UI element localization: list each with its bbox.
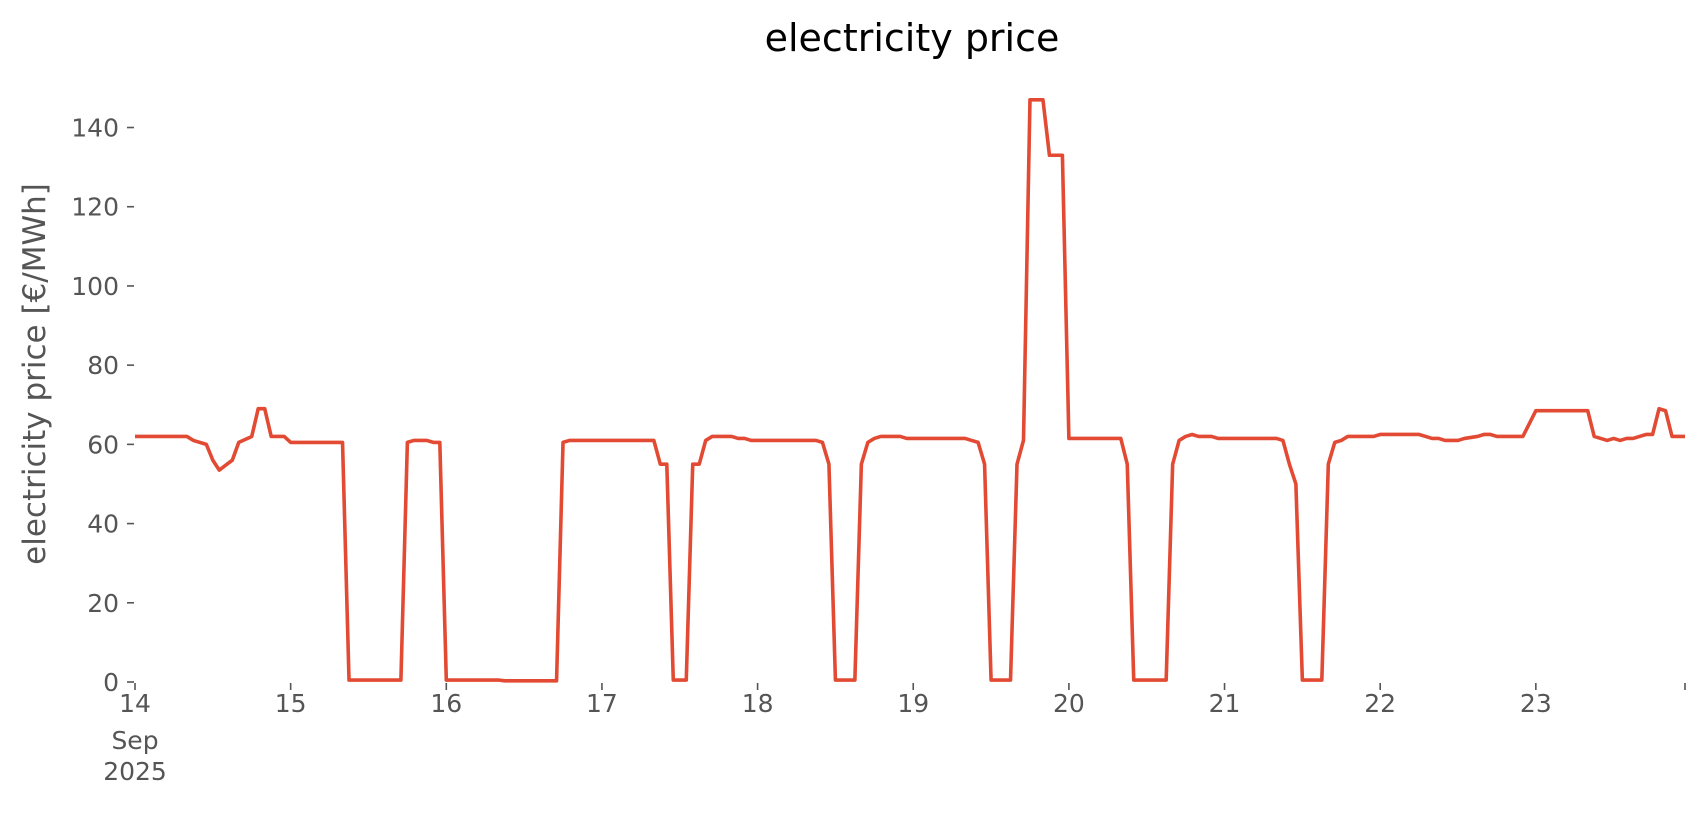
series-layer bbox=[135, 98, 1685, 683]
y-tick-label: 120 bbox=[71, 193, 119, 222]
x-tick-label: 15 bbox=[275, 689, 307, 718]
price-series-line bbox=[135, 98, 1685, 683]
y-tick-label: 20 bbox=[87, 589, 119, 618]
chart-title: electricity price bbox=[765, 16, 1060, 60]
x-tick-label: 20 bbox=[1053, 689, 1085, 718]
x-tick-sublabel: 2025 bbox=[103, 757, 167, 786]
y-tick-label: 0 bbox=[103, 668, 119, 697]
x-tick-label: 21 bbox=[1209, 689, 1241, 718]
x-tick-label: 18 bbox=[742, 689, 774, 718]
x-tick-label: 17 bbox=[586, 689, 618, 718]
x-tick-label: 22 bbox=[1364, 689, 1396, 718]
x-tick-label: 16 bbox=[430, 689, 462, 718]
y-tick-label: 140 bbox=[71, 114, 119, 143]
y-tick-label: 40 bbox=[87, 510, 119, 539]
x-tick-label: 14 bbox=[119, 689, 151, 718]
x-tick-label: 23 bbox=[1520, 689, 1552, 718]
y-axis-label: electricity price [€/MWh] bbox=[17, 183, 53, 565]
y-axis: 0 20 40 60 80 100 120 140 bbox=[71, 114, 134, 697]
x-tick-sublabel: Sep bbox=[111, 726, 158, 755]
x-tick-label: 19 bbox=[897, 689, 929, 718]
y-tick-label: 60 bbox=[87, 430, 119, 459]
y-tick-label: 100 bbox=[71, 272, 119, 301]
y-tick-label: 80 bbox=[87, 351, 119, 380]
